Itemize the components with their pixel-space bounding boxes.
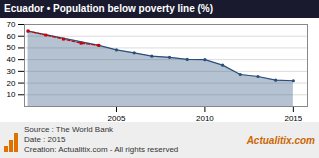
html-text:Ecuador • Population below pov: Ecuador • Population below poverty line … xyxy=(4,3,214,14)
svg-text:2010: 2010 xyxy=(196,114,214,122)
svg-text:30: 30 xyxy=(7,67,16,76)
svg-text:2005: 2005 xyxy=(108,114,126,122)
svg-text:10: 10 xyxy=(7,90,16,99)
html-text:Date : 2015: Date : 2015 xyxy=(24,135,66,144)
svg-text:20: 20 xyxy=(7,79,16,88)
svg-text:60: 60 xyxy=(7,32,16,41)
svg-text:40: 40 xyxy=(7,55,16,64)
svg-text:50: 50 xyxy=(7,43,16,52)
html-text:Creation: Actualitix.com - All: Creation: Actualitix.com - All rights re… xyxy=(24,145,179,154)
svg-text:2015: 2015 xyxy=(284,114,302,122)
html-text:Source : The World Bank: Source : The World Bank xyxy=(24,125,114,134)
html-text:Actualitix.com: Actualitix.com xyxy=(246,134,315,146)
svg-text:70: 70 xyxy=(7,20,16,29)
